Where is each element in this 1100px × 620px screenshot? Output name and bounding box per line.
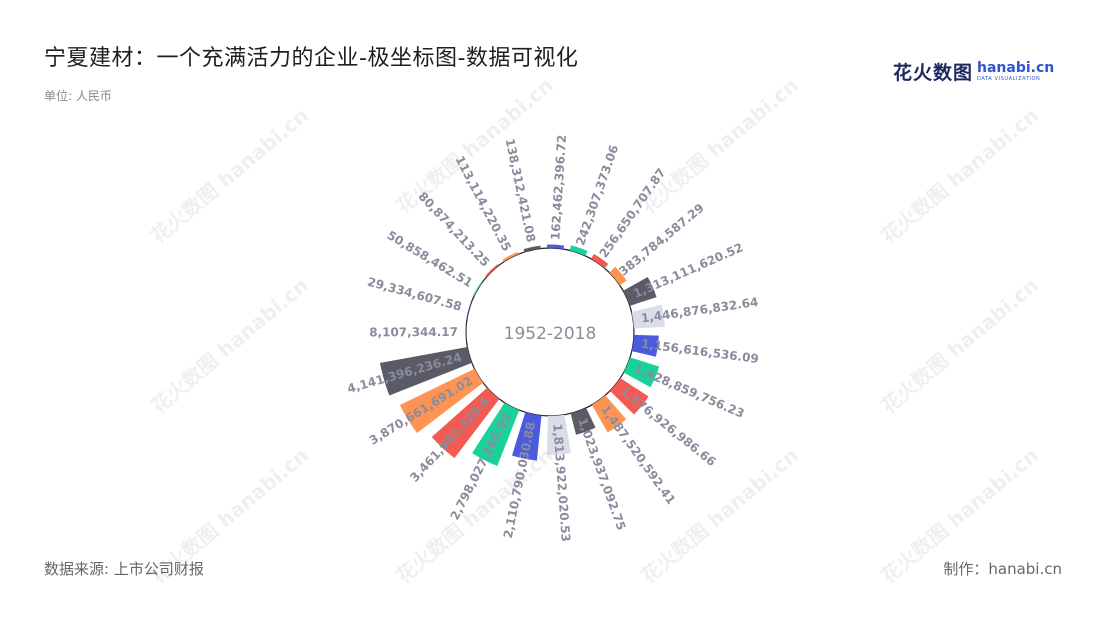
logo-domain: hanabi.cn [977,60,1055,76]
bar-value-label: 29,334,607.58 [366,275,463,314]
polar-bar[interactable] [631,334,659,357]
polar-bar[interactable] [431,387,500,459]
polar-bar[interactable] [591,253,609,269]
polar-bar[interactable] [609,266,627,286]
bar-value-label: 8,107,344.17 [369,325,458,339]
polar-bar[interactable] [546,414,571,455]
polar-bar[interactable] [473,281,483,296]
bar-value-label: 138,312,421.08 [503,137,539,243]
polar-bar[interactable] [623,357,660,388]
polar-bar[interactable] [465,324,467,341]
polar-bar[interactable] [380,347,472,396]
logo-text: 花火数图 [893,62,974,84]
data-source: 数据来源: 上市公司财报 [44,560,204,578]
polar-bar[interactable] [502,251,519,262]
polar-bar[interactable] [570,407,596,435]
polar-bar[interactable] [472,402,520,466]
center-label: 1952-2018 [504,324,597,344]
polar-bar[interactable] [512,412,542,461]
unit-label: 单位: 人民币 [44,89,112,103]
polar-bar[interactable] [591,395,627,433]
polar-bar[interactable] [623,276,657,306]
logo-side: hanabi.cn DATA VISUALIZATION [977,61,1054,82]
polar-bar[interactable] [631,304,665,329]
logo-tagline: DATA VISUALIZATION [977,76,1041,82]
chart-title: 宁夏建材：一个充满活力的企业-极坐标图-数据可视化 [44,46,579,71]
polar-bar[interactable] [523,245,541,252]
polar-bar[interactable] [609,378,649,415]
polar-bar[interactable] [569,245,588,256]
bar-value-label: 1,156,616,536.09 [640,337,759,366]
polar-bar[interactable] [466,301,472,318]
polar-bar[interactable] [485,264,499,277]
credit-label: 制作：hanabi.cn [943,560,1062,578]
brand-logo: 花火数图 hanabi.cn DATA VISUALIZATION [893,58,1054,85]
bar-value-label: 162,462,396.72 [548,134,569,240]
bar-value-label: 1,813,922,020.53 [550,423,573,542]
polar-bar[interactable] [546,244,565,250]
bar-value-label: 1,446,876,832.64 [640,295,759,326]
polar-bar[interactable] [399,368,484,433]
